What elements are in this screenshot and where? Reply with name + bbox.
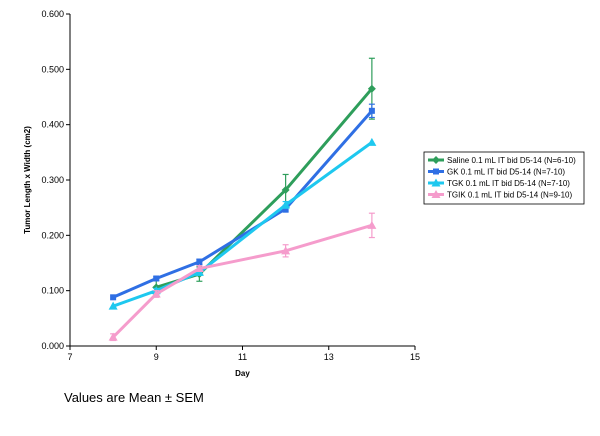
legend-label: TGIK 0.1 mL IT bid D5-14 (N=9-10) — [447, 191, 572, 200]
legend-marker — [431, 178, 441, 187]
data-point — [196, 258, 203, 265]
series-line — [155, 87, 374, 289]
series-2 — [108, 137, 377, 310]
legend-marker — [431, 190, 441, 198]
legend-items: Saline 0.1 mL IT bid D5-14 (N=6-10) GK 0.… — [428, 156, 576, 200]
data-point — [108, 301, 118, 310]
series-3 — [108, 212, 377, 342]
plot-area: 0.000 0.100 0.200 0.300 0.400 0.500 0.600 7 9 11… — [41, 9, 420, 362]
data-point — [110, 294, 117, 301]
data-point — [281, 246, 291, 255]
y-tick-label: 0.300 — [41, 175, 64, 185]
legend-marker — [432, 156, 440, 164]
legend-item: GK 0.1 mL IT bid D5-14 (N=7-10) — [428, 168, 565, 177]
data-point — [108, 332, 118, 341]
y-axis-title: Tumor Length x Width (cm2) — [23, 126, 32, 234]
legend-label: TGK 0.1 mL IT bid D5-14 (N=7-10) — [447, 179, 570, 188]
series-line — [112, 109, 374, 299]
legend-marker — [433, 168, 439, 175]
data-point — [153, 275, 160, 282]
series-layer — [108, 57, 377, 342]
x-tick-label: 11 — [238, 352, 247, 362]
y-tick-label: 0.000 — [41, 341, 64, 351]
data-point — [367, 220, 377, 229]
y-axis-ticks: 0.000 0.100 0.200 0.300 0.400 0.500 0.600 — [41, 9, 70, 351]
legend-item: TGK 0.1 mL IT bid D5-14 (N=7-10) — [428, 178, 570, 188]
legend-item: TGIK 0.1 mL IT bid D5-14 (N=9-10) — [428, 190, 572, 200]
data-point — [281, 185, 290, 194]
y-tick-label: 0.100 — [41, 286, 64, 296]
x-axis-title: Day — [235, 369, 250, 378]
data-point — [368, 107, 375, 114]
y-tick-label: 0.500 — [41, 64, 64, 74]
legend-item: Saline 0.1 mL IT bid D5-14 (N=6-10) — [428, 156, 576, 165]
x-tick-label: 9 — [154, 352, 159, 362]
data-point — [151, 289, 161, 298]
y-tick-label: 0.600 — [41, 9, 64, 19]
legend: Saline 0.1 mL IT bid D5-14 (N=6-10) GK 0.… — [423, 151, 585, 205]
x-tick-label: 13 — [324, 352, 334, 362]
data-point — [194, 264, 204, 273]
y-tick-label: 0.200 — [41, 230, 64, 240]
legend-label: Saline 0.1 mL IT bid D5-14 (N=6-10) — [447, 156, 576, 165]
series-0 — [152, 57, 376, 295]
x-tick-label: 7 — [67, 352, 72, 362]
y-tick-label: 0.400 — [41, 120, 64, 130]
footnote: Values are Mean ± SEM — [64, 390, 204, 405]
data-point — [367, 137, 377, 146]
x-axis-ticks: 7 9 11 13 15 — [67, 346, 420, 362]
data-point — [281, 200, 291, 209]
data-point — [367, 84, 376, 93]
x-tick-label: 15 — [410, 352, 420, 362]
legend-label: GK 0.1 mL IT bid D5-14 (N=7-10) — [447, 168, 565, 177]
legend-box — [423, 151, 585, 205]
